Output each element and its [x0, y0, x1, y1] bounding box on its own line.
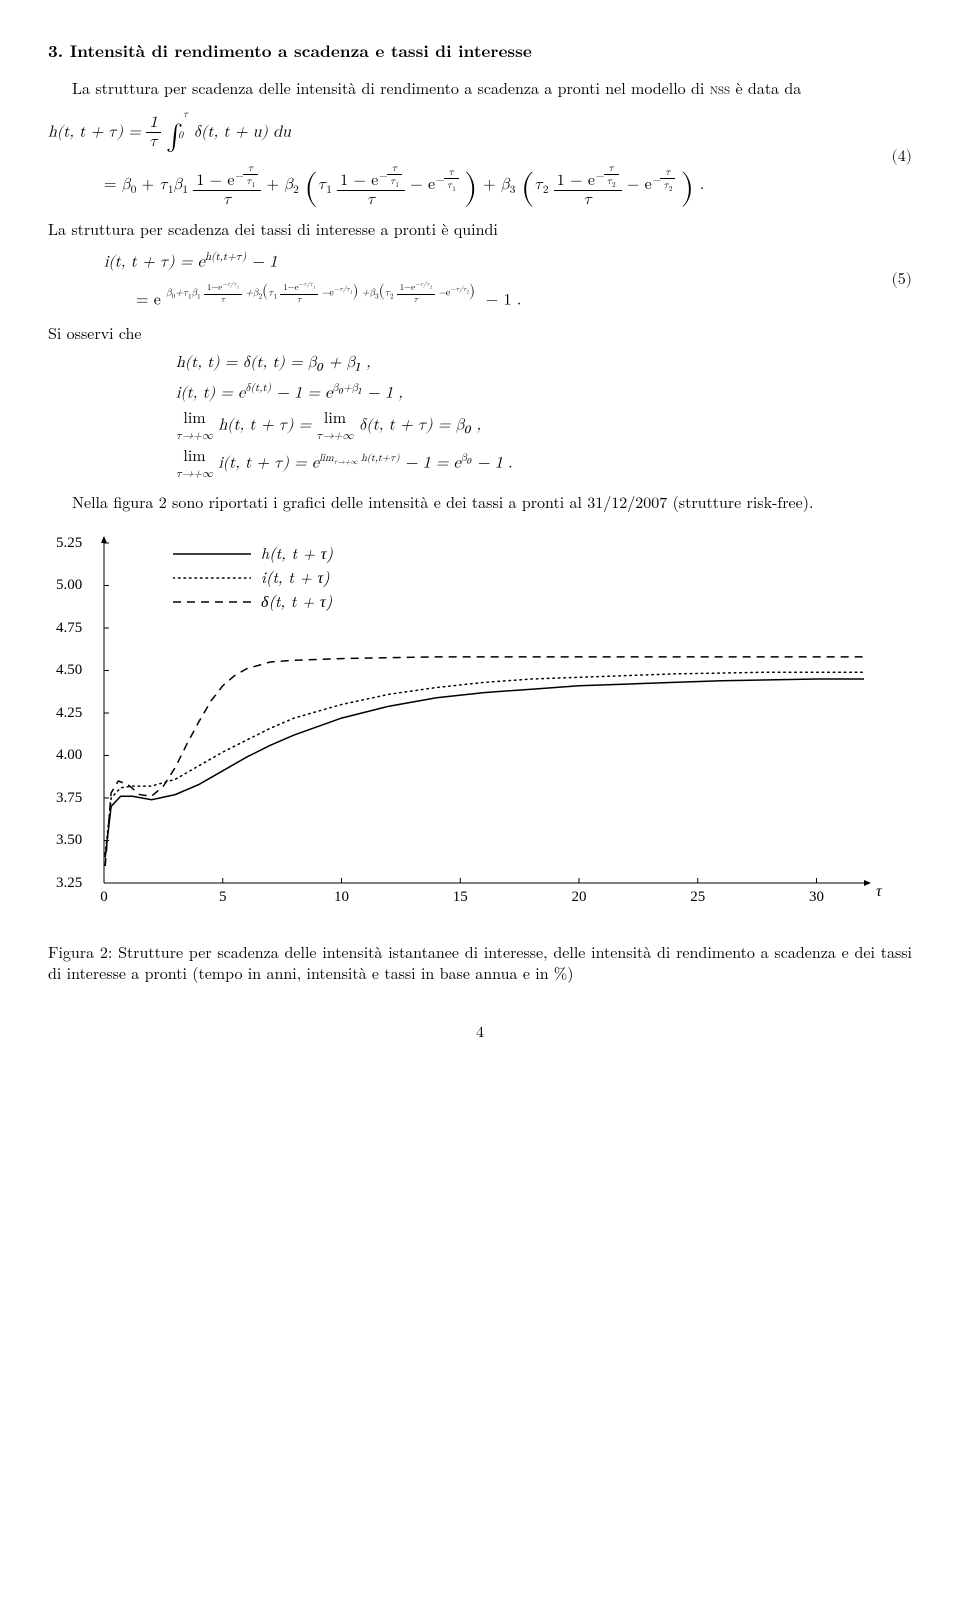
- ytick-label: 5.25: [56, 532, 98, 552]
- eq4-integrand: δ(t, t + u) du: [194, 124, 291, 140]
- legend-row: h(t, t + τ): [173, 541, 333, 565]
- xtick-label: 10: [334, 883, 349, 907]
- section-heading: 3. Intensità di rendimento a scadenza e …: [48, 40, 912, 63]
- ytick-label: 5.00: [56, 575, 98, 595]
- series-i_dotted: [105, 672, 864, 854]
- xtick-label: 15: [453, 883, 468, 907]
- section-title-text: Intensità di rendimento a scadenza e tas…: [70, 39, 532, 63]
- equation-4: h(t, t + τ) = 1τ ∫τ0 δ(t, t + u) du = β0…: [48, 109, 912, 209]
- figure-2-chart: 3.25 3.50 3.75 4.00 4.25 4.50 4.75 5.00 5.25 0 5 10…: [58, 535, 912, 915]
- page-number: 4: [48, 1020, 912, 1042]
- limit-equations: h(t, t) = δ(t, t) = β₀ + β₁ , i(t, t) = …: [176, 353, 912, 481]
- chart-legend: h(t, t + τ)i(t, t + τ)δ(t, t + τ): [173, 541, 333, 613]
- nss-smallcaps: nss: [710, 76, 730, 99]
- legend-label: δ(t, t + τ): [261, 590, 332, 612]
- paragraph-2: La struttura per scadenza dei tassi di i…: [48, 218, 912, 240]
- paragraph-4: Nella figura 2 sono riportati i grafici …: [48, 491, 912, 513]
- para1-tail: è data da: [730, 76, 801, 99]
- ytick-label: 4.25: [56, 702, 98, 722]
- legend-row: δ(t, t + τ): [173, 589, 333, 613]
- eq4-lhs: h(t, t + τ) =: [48, 124, 146, 140]
- legend-label: i(t, t + τ): [261, 566, 330, 588]
- paragraph-3: Si osservi che: [48, 322, 912, 344]
- equation-5: i(t, t + τ) = eh(t,t+τ) − 1 = e β0+τ1β1 …: [48, 250, 912, 312]
- xtick-label: 20: [572, 883, 587, 907]
- legend-label: h(t, t + τ): [261, 542, 333, 564]
- eq4-number: (4): [892, 148, 912, 170]
- xtick-label: 0: [100, 883, 108, 907]
- ytick-label: 3.50: [56, 830, 98, 850]
- series-delta_dashed: [105, 656, 864, 865]
- ytick-label: 4.00: [56, 745, 98, 765]
- xtick-label: 5: [219, 883, 227, 907]
- legend-row: i(t, t + τ): [173, 565, 333, 589]
- section-number: 3.: [48, 39, 63, 63]
- x-axis-label: τ: [876, 879, 882, 901]
- ytick-label: 3.25: [56, 872, 98, 892]
- ytick-label: 3.75: [56, 787, 98, 807]
- ytick-label: 4.50: [56, 660, 98, 680]
- para1-text: La struttura per scadenza delle intensit…: [72, 76, 710, 99]
- eq5-number: (5): [892, 270, 912, 292]
- xtick-label: 30: [809, 883, 824, 907]
- xtick-label: 25: [690, 883, 705, 907]
- series-h_solid: [105, 679, 864, 858]
- figure-2-caption: Figura 2: Strutture per scadenza delle i…: [48, 941, 912, 984]
- ytick-label: 4.75: [56, 617, 98, 637]
- paragraph-intro: La struttura per scadenza delle intensit…: [48, 77, 912, 99]
